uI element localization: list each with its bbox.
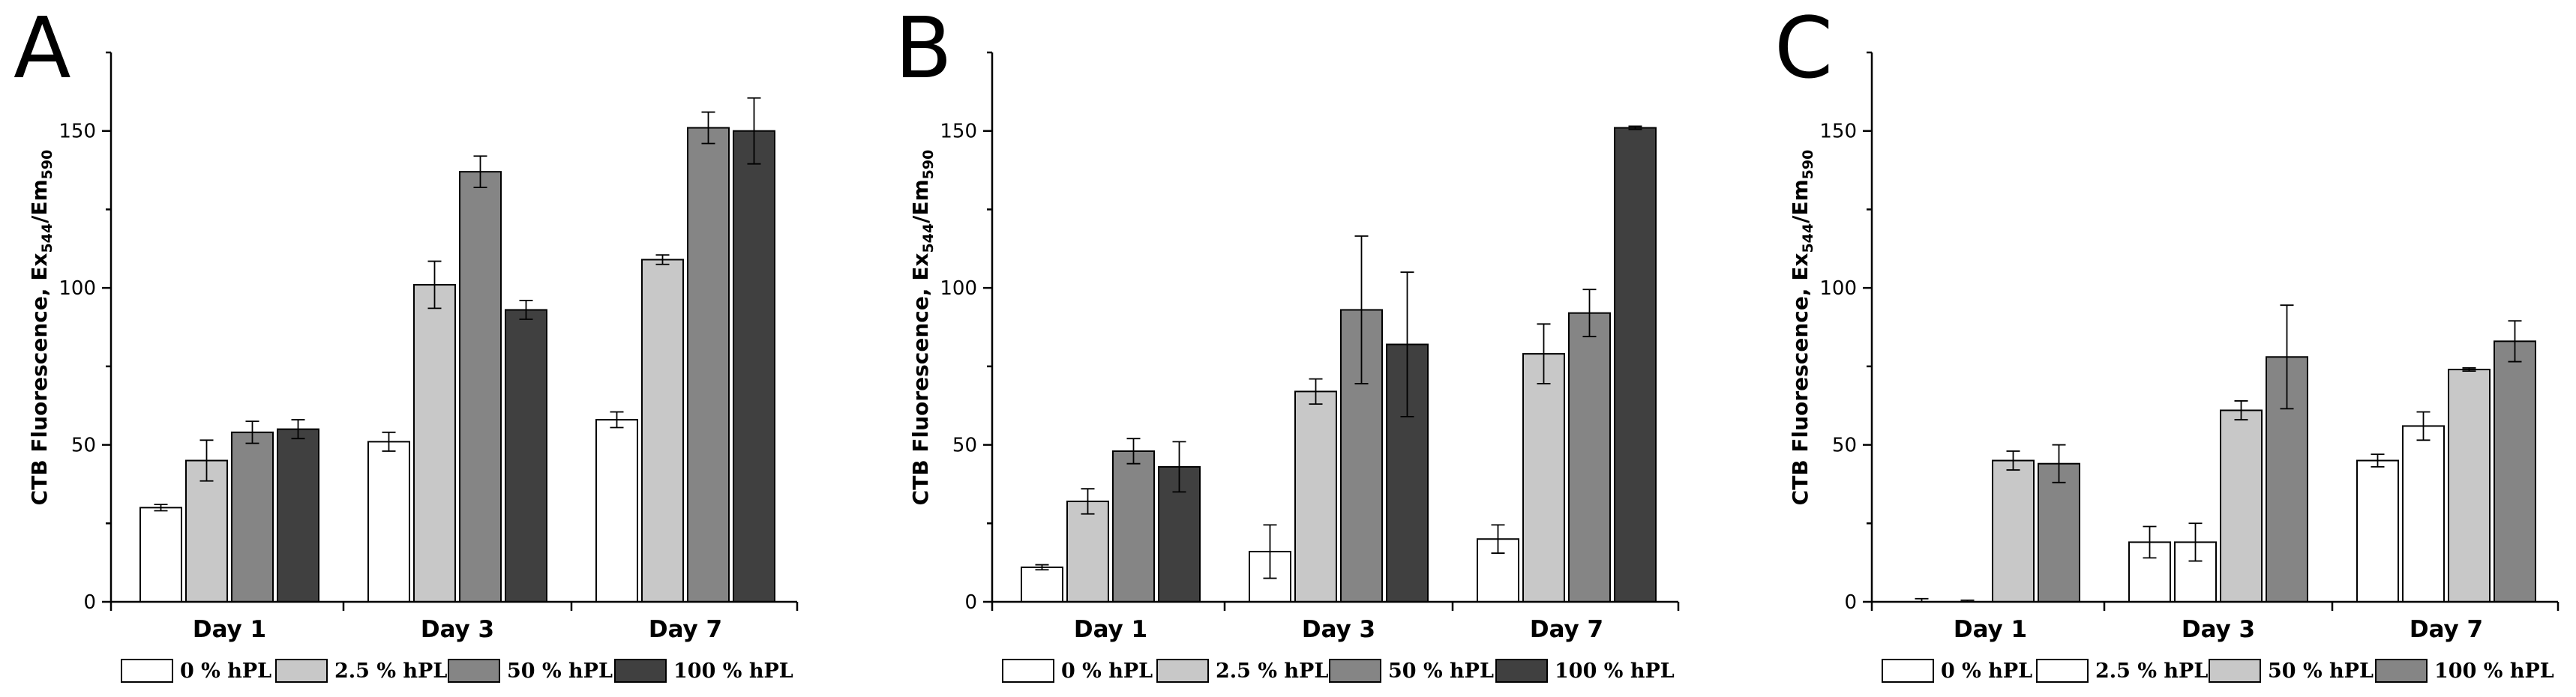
legend-swatch (1156, 659, 1209, 683)
x-tick-label: Day 7 (649, 616, 722, 643)
bar (1992, 459, 2035, 603)
legend-swatch (1002, 659, 1054, 683)
bar (413, 283, 456, 603)
bar (1066, 500, 1109, 603)
bar (687, 127, 730, 603)
legend-swatch (2209, 659, 2261, 683)
x-tick-label: Day 3 (2182, 616, 2255, 643)
panel-letter: C (1774, 0, 1833, 97)
y-axis-label-part: /Em (1788, 179, 1813, 223)
x-tick-label: Day 1 (193, 616, 266, 643)
y-tick-label: 100 (940, 277, 977, 300)
y-tick-label: 50 (952, 435, 977, 457)
legend-swatch (2375, 659, 2428, 683)
bar (1021, 566, 1063, 603)
y-axis-label-subscript: 590 (920, 150, 937, 180)
y-tick-label: 0 (964, 591, 977, 614)
legend-label: 50 % hPL (1388, 660, 1494, 683)
y-axis-label-subscript: 544 (920, 223, 937, 253)
y-tick-label: 0 (1844, 591, 1857, 614)
panel-letter: B (895, 0, 952, 97)
bar (641, 259, 684, 603)
y-axis-label: CTB Fluorescence, Ex544/Em590 (27, 150, 55, 506)
bar (185, 459, 228, 603)
bar (2402, 425, 2445, 603)
x-tick-label: Day 7 (2410, 616, 2483, 643)
bar (367, 441, 410, 603)
legend-label: 100 % hPL (673, 660, 793, 683)
legend-label: 50 % hPL (507, 660, 613, 683)
y-axis-label-part: /Em (908, 179, 933, 223)
x-tick-label: Day 1 (1954, 616, 2027, 643)
y-tick-label: 150 (58, 121, 96, 143)
y-axis-label-subscript: 590 (1800, 150, 1816, 180)
y-axis-label-subscript: 544 (39, 223, 55, 253)
panel-a: A CTB Fluorescence, Ex544/Em590 0 50 100 150 D… (13, 0, 799, 683)
bar (2356, 459, 2399, 603)
legend-swatch (614, 659, 667, 683)
y-axis-label-part: CTB Fluorescence, Ex (1788, 253, 1813, 506)
panel-c: C CTB Fluorescence, Ex544/Em590 0 50 100 150 D… (1774, 0, 2560, 683)
legend-label: 100 % hPL (2434, 660, 2554, 683)
legend-swatch (2036, 659, 2089, 683)
bar (1112, 450, 1155, 603)
x-tick-label: Day 7 (1530, 616, 1603, 643)
y-tick-label: 150 (940, 121, 977, 143)
legend-swatch (1495, 659, 1548, 683)
panel-b: B CTB Fluorescence, Ex544/Em590 0 50 100 150 D… (895, 0, 1680, 683)
legend-label: 2.5 % hPL (1216, 660, 1328, 683)
bar (2038, 462, 2080, 603)
y-axis-label-subscript: 544 (1800, 223, 1816, 253)
bar (595, 419, 638, 603)
y-axis-label-subscript: 590 (39, 150, 55, 180)
bar (2220, 409, 2263, 603)
y-axis-label: CTB Fluorescence, Ex544/Em590 (1788, 150, 1816, 506)
y-tick-label: 50 (1832, 435, 1857, 457)
bar (1614, 127, 1657, 603)
x-tick-label: Day 3 (1302, 616, 1375, 643)
x-tick-label: Day 3 (421, 616, 494, 643)
bar (459, 171, 502, 603)
legend-swatch (1329, 659, 1381, 683)
bar (733, 130, 775, 603)
x-tick-label: Day 1 (1074, 616, 1147, 643)
legend-label: 0 % hPL (1061, 660, 1153, 683)
y-axis-label-part: CTB Fluorescence, Ex (908, 253, 933, 506)
bar (277, 428, 319, 603)
legend-swatch (1882, 659, 1934, 683)
panel-letter: A (13, 0, 71, 97)
legend-label: 50 % hPL (2268, 660, 2374, 683)
bar (2494, 340, 2536, 603)
y-tick-label: 0 (83, 591, 96, 614)
y-tick-label: 100 (58, 277, 96, 300)
bar (2448, 369, 2491, 603)
legend-swatch (448, 659, 500, 683)
legend-label: 2.5 % hPL (2095, 660, 2208, 683)
legend-label: 0 % hPL (1941, 660, 2032, 683)
bar (1568, 312, 1611, 603)
y-axis-label-part: CTB Fluorescence, Ex (27, 253, 52, 506)
legend-swatch (275, 659, 328, 683)
y-axis-label-part: /Em (27, 179, 52, 223)
y-tick-label: 50 (71, 435, 96, 457)
bar (505, 309, 547, 603)
legend-swatch (121, 659, 173, 683)
y-tick-label: 100 (1819, 277, 1857, 300)
legend-label: 100 % hPL (1555, 660, 1675, 683)
bar (231, 431, 274, 603)
y-axis-label: CTB Fluorescence, Ex544/Em590 (908, 150, 937, 506)
legend-label: 2.5 % hPL (334, 660, 447, 683)
y-tick-label: 150 (1819, 121, 1857, 143)
legend-label: 0 % hPL (180, 660, 271, 683)
bar (139, 507, 182, 603)
bar (1522, 353, 1565, 603)
bar (1294, 390, 1337, 603)
